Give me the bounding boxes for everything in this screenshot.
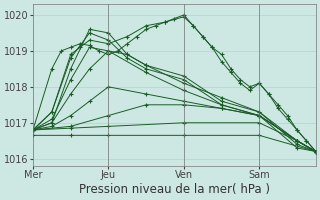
X-axis label: Pression niveau de la mer( hPa ): Pression niveau de la mer( hPa ) <box>79 183 270 196</box>
